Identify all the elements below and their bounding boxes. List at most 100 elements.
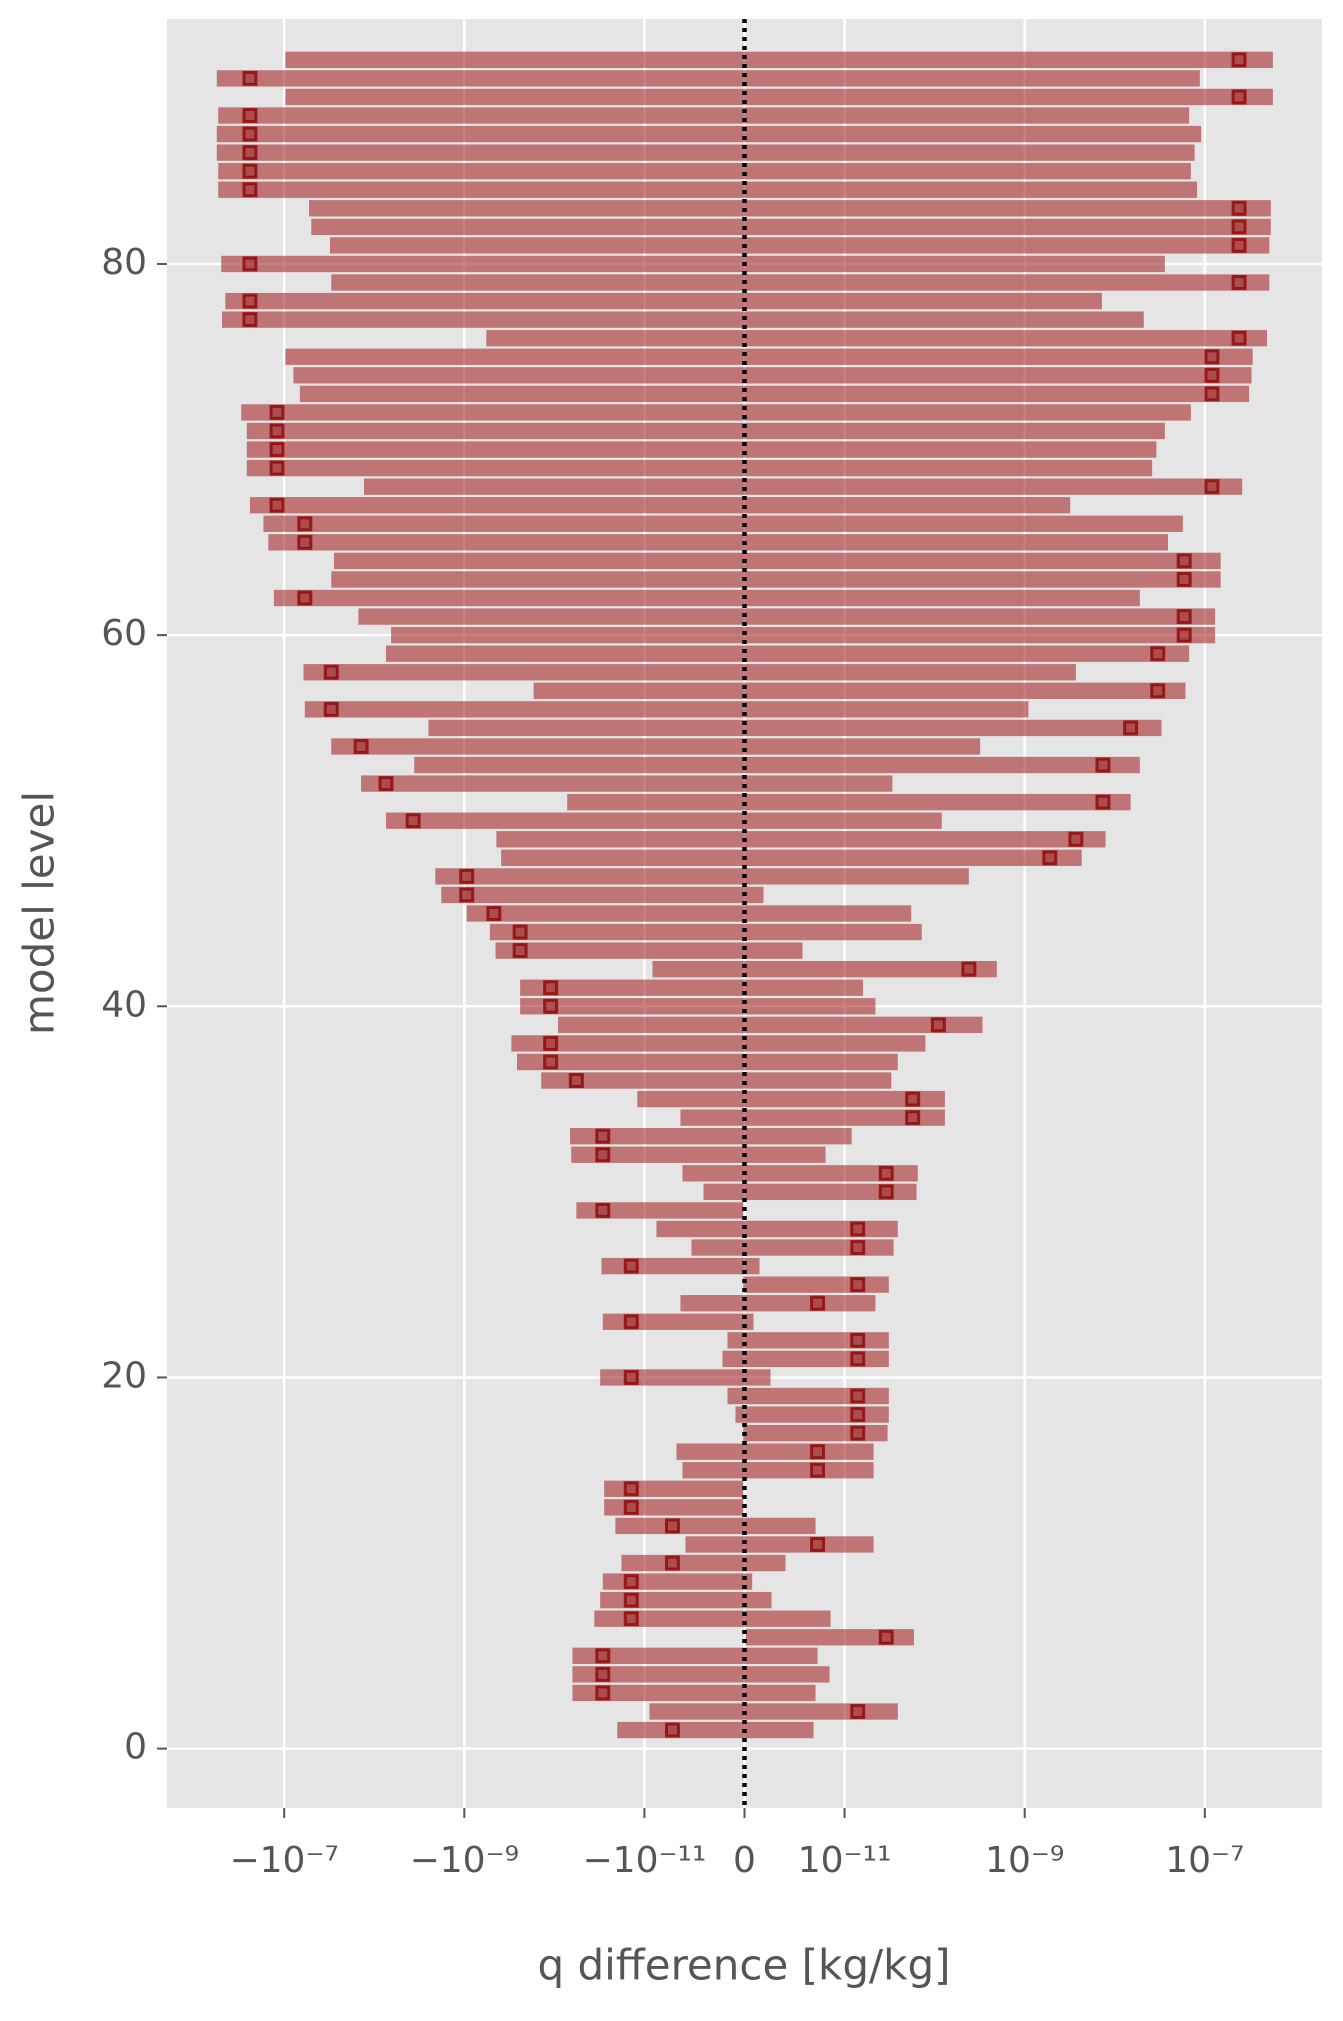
range-bar bbox=[615, 1517, 816, 1535]
marker bbox=[269, 442, 285, 458]
marker bbox=[810, 1462, 826, 1478]
marker bbox=[905, 1110, 921, 1126]
marker bbox=[353, 738, 369, 754]
marker bbox=[623, 1314, 639, 1330]
range-bar bbox=[246, 422, 1165, 440]
marker bbox=[930, 1017, 946, 1033]
range-bar bbox=[567, 793, 1131, 811]
marker bbox=[1231, 89, 1247, 105]
range-bar bbox=[735, 1406, 889, 1423]
range-bar bbox=[333, 552, 1221, 570]
range-bar bbox=[414, 756, 1140, 774]
range-bar bbox=[576, 1202, 744, 1219]
range-bar bbox=[533, 682, 1186, 699]
x-axis-label: q difference [kg/kg] bbox=[537, 1941, 950, 1990]
range-bar bbox=[520, 998, 876, 1015]
range-bar bbox=[309, 200, 1271, 217]
range-bar bbox=[703, 1183, 917, 1201]
range-bar bbox=[222, 311, 1144, 328]
range-bar bbox=[727, 1332, 889, 1349]
marker bbox=[878, 1184, 894, 1200]
range-bar bbox=[386, 645, 1190, 662]
marker bbox=[810, 1444, 826, 1460]
marker bbox=[1231, 200, 1247, 216]
x-tick-label: 10⁻⁹ bbox=[985, 1840, 1064, 1881]
range-bar bbox=[511, 1035, 926, 1052]
range-bar bbox=[363, 478, 1243, 495]
marker bbox=[810, 1295, 826, 1311]
range-bar bbox=[680, 1295, 876, 1312]
marker bbox=[1231, 237, 1247, 253]
range-bar bbox=[218, 163, 1191, 180]
range-bar bbox=[246, 441, 1157, 458]
marker bbox=[242, 126, 258, 142]
range-bar bbox=[273, 589, 1140, 607]
marker bbox=[378, 776, 394, 792]
range-bar bbox=[541, 1072, 892, 1089]
range-bar bbox=[601, 1257, 760, 1275]
marker bbox=[323, 701, 339, 717]
range-bar bbox=[358, 608, 1216, 625]
marker bbox=[850, 1351, 866, 1367]
marker bbox=[297, 590, 313, 606]
range-bar bbox=[299, 385, 1250, 403]
x-tick-label: −10⁻¹¹ bbox=[583, 1840, 707, 1881]
marker bbox=[850, 1703, 866, 1719]
marker bbox=[664, 1555, 680, 1571]
range-bar bbox=[516, 1053, 898, 1071]
marker bbox=[242, 182, 258, 198]
range-bar bbox=[600, 1369, 771, 1386]
range-bar bbox=[722, 1350, 889, 1368]
marker bbox=[850, 1425, 866, 1441]
y-tick-label: 0 bbox=[124, 1727, 147, 1768]
x-tick-label: 10⁻⁷ bbox=[1165, 1840, 1244, 1881]
marker bbox=[850, 1388, 866, 1404]
range-bar bbox=[649, 1703, 898, 1720]
range-bar bbox=[285, 51, 1273, 68]
range-bar bbox=[249, 497, 1071, 514]
marker bbox=[242, 163, 258, 179]
range-bar bbox=[331, 571, 1221, 588]
range-bar bbox=[680, 1109, 945, 1126]
marker bbox=[323, 664, 339, 680]
marker bbox=[623, 1499, 639, 1515]
marker bbox=[459, 887, 475, 903]
marker bbox=[1068, 831, 1084, 847]
range-bar bbox=[285, 88, 1273, 106]
range-bar bbox=[303, 664, 1076, 681]
marker bbox=[905, 1091, 921, 1107]
marker bbox=[1176, 571, 1192, 587]
range-bar bbox=[572, 1647, 818, 1664]
range-bar bbox=[435, 868, 969, 885]
range-bar bbox=[604, 1480, 744, 1497]
range-bar bbox=[441, 886, 764, 904]
range-bar bbox=[241, 404, 1191, 421]
range-bar bbox=[604, 1499, 744, 1516]
marker bbox=[242, 293, 258, 309]
marker bbox=[512, 943, 528, 959]
range-bar bbox=[293, 367, 1252, 384]
range-bar bbox=[495, 942, 803, 959]
marker bbox=[595, 1685, 611, 1701]
marker bbox=[269, 423, 285, 439]
range-bar bbox=[225, 292, 1102, 310]
marker bbox=[1204, 479, 1220, 495]
range-bar bbox=[600, 1591, 772, 1609]
marker bbox=[242, 70, 258, 86]
marker bbox=[269, 404, 285, 420]
marker bbox=[1095, 794, 1111, 810]
range-bar bbox=[727, 1387, 889, 1405]
marker bbox=[595, 1648, 611, 1664]
marker bbox=[850, 1221, 866, 1237]
range-bar bbox=[428, 719, 1162, 737]
range-bar bbox=[621, 1554, 786, 1572]
range-bar bbox=[743, 1424, 888, 1442]
marker bbox=[1042, 850, 1058, 866]
range-bar bbox=[656, 1220, 898, 1238]
range-bar bbox=[218, 181, 1198, 198]
range-bar bbox=[676, 1443, 874, 1460]
marker bbox=[242, 256, 258, 272]
range-bar bbox=[391, 626, 1216, 644]
marker bbox=[242, 108, 258, 124]
range-bar bbox=[501, 849, 1082, 866]
